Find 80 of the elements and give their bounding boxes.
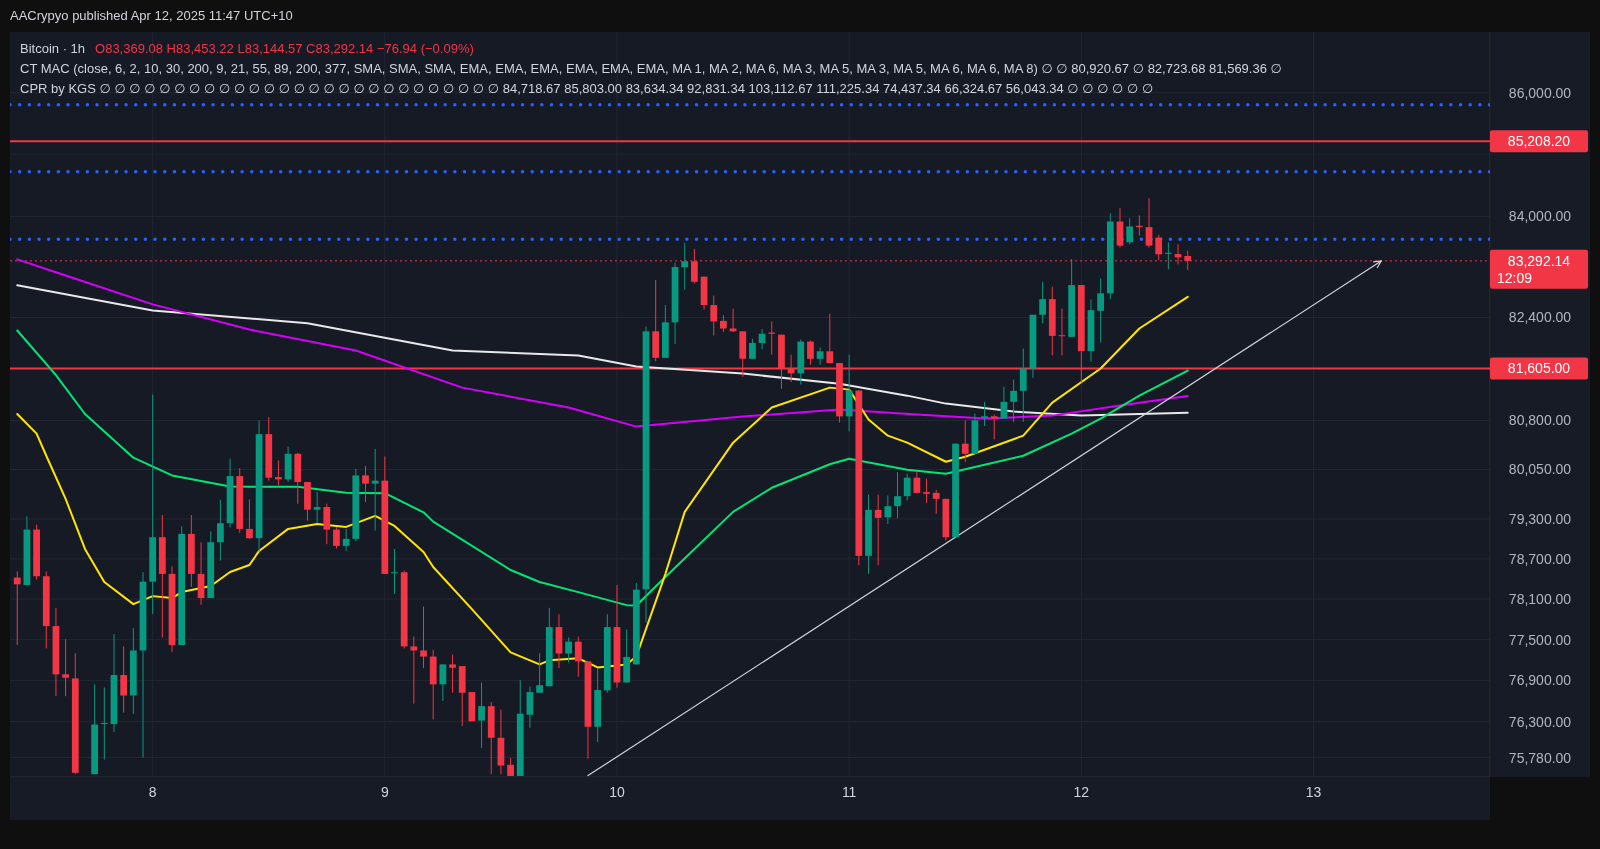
text: 12:09 bbox=[1497, 269, 1533, 286]
annotation: CT MAC (close, 6, 2, 10, 30, 200, 9, 21, 55, 89, 200, 377, SMA, SMA, SMA, EMA, EMA, EMA, EMA, EMA, EMA, MA 1, MA 2, MA 6, MA 3, MA 5, MA 3, MA 5, MA 6, MA 6, MA 8) ∅ ∅ 80,920.67 ∅ 82,723.68 81,569.36 ∅ bbox=[20, 61, 1282, 76]
y-tick-label: 79,300.00 bbox=[1508, 510, 1572, 527]
candlestick bbox=[1097, 277, 1105, 344]
candlestick bbox=[410, 636, 418, 705]
candlestick bbox=[13, 571, 21, 646]
candlestick bbox=[981, 401, 988, 427]
candlestick bbox=[894, 471, 901, 519]
y-tick-label: 86,000.00 bbox=[1508, 84, 1572, 101]
candlestick bbox=[1000, 386, 1008, 420]
text: Bitcoin · 1h bbox=[20, 41, 86, 56]
candlestick bbox=[1019, 348, 1027, 423]
candlestick bbox=[749, 338, 756, 360]
candlestick bbox=[478, 682, 485, 749]
candlestick bbox=[1155, 234, 1163, 261]
y-tick-label: 77,500.00 bbox=[1508, 631, 1572, 648]
x-tick-label: 9 bbox=[380, 784, 389, 800]
candlestick bbox=[565, 637, 573, 663]
y-tick-label: 80,800.00 bbox=[1508, 412, 1572, 429]
y-tick-label: 80,050.00 bbox=[1508, 461, 1572, 478]
candlestick bbox=[439, 663, 447, 702]
ref-line-label: 83,292.14 bbox=[1507, 252, 1571, 269]
candlestick bbox=[574, 636, 582, 678]
y-tick-label: 75,780.00 bbox=[1508, 749, 1572, 766]
candlestick bbox=[826, 313, 834, 364]
text: AACrypyo published Apr 12, 2025 11:47 UTC+10 bbox=[10, 8, 293, 23]
x-tick-label: 10 bbox=[609, 784, 625, 800]
line-series bbox=[16, 329, 1189, 607]
annotation: CPR by KGS ∅ ∅ ∅ ∅ ∅ ∅ ∅ ∅ ∅ ∅ ∅ ∅ ∅ ∅ ∅ ∅ ∅ ∅ ∅ ∅ ∅ ∅ ∅ ∅ ∅ ∅ ∅ 84,718.67 85,803.00 83,634.34 92,831.34 103,112.67 111,225.34 74,437.34 66,324.67 56,043.34 ∅ ∅ ∅ ∅ ∅ ∅ bbox=[20, 81, 1154, 96]
candlestick bbox=[313, 491, 321, 524]
line-series bbox=[16, 258, 1189, 428]
candlestick bbox=[913, 470, 921, 495]
candlestick bbox=[342, 528, 350, 552]
candlestick bbox=[874, 494, 882, 566]
candlestick bbox=[323, 503, 331, 545]
candlestick bbox=[391, 548, 398, 595]
x-tick-label: 12 bbox=[1073, 784, 1090, 800]
text: O83,369.08 H83,453.22 L83,144.57 C83,292.14 −76.94 (−0.09%) bbox=[95, 41, 474, 56]
line-series bbox=[16, 284, 1189, 417]
candlestick bbox=[62, 638, 70, 697]
y-tick-label: 84,000.00 bbox=[1508, 208, 1572, 225]
candlestick bbox=[710, 295, 718, 336]
ref-line-label: 81,605.00 bbox=[1507, 360, 1571, 377]
candlestick bbox=[1039, 281, 1046, 324]
candlestick bbox=[333, 526, 340, 550]
candlestick bbox=[100, 686, 108, 761]
candlestick bbox=[1126, 217, 1134, 245]
candlestick bbox=[932, 489, 940, 515]
candlestick bbox=[217, 499, 224, 562]
candlestick bbox=[449, 654, 456, 694]
candlestick bbox=[420, 605, 427, 669]
candlestick bbox=[1010, 379, 1017, 423]
candlestick bbox=[536, 652, 543, 694]
candlestick bbox=[246, 498, 253, 540]
y-tick-label: 76,900.00 bbox=[1508, 672, 1572, 689]
y-tick-label: 78,700.00 bbox=[1508, 550, 1572, 567]
candlestick bbox=[362, 465, 369, 503]
candlestick bbox=[681, 242, 689, 291]
candlestick bbox=[1145, 197, 1153, 249]
y-tick-label: 78,100.00 bbox=[1508, 591, 1572, 608]
x-tick-label: 13 bbox=[1305, 784, 1322, 800]
candlestick bbox=[526, 686, 534, 729]
candlestick bbox=[816, 347, 824, 366]
y-tick-label: 76,300.00 bbox=[1508, 713, 1572, 730]
line-series bbox=[16, 295, 1189, 669]
candlestick bbox=[961, 419, 969, 463]
y-tick-label: 82,400.00 bbox=[1508, 309, 1572, 326]
candlestick bbox=[1164, 241, 1172, 270]
candlestick bbox=[729, 308, 737, 333]
candlestick bbox=[903, 473, 911, 502]
x-tick-label: 11 bbox=[841, 784, 857, 800]
candlestick bbox=[507, 757, 514, 777]
candlestick bbox=[990, 414, 998, 440]
candlestick bbox=[807, 339, 814, 366]
candlestick bbox=[371, 448, 379, 532]
candlestick bbox=[884, 494, 892, 525]
ref-line-label: 85,208.20 bbox=[1507, 133, 1571, 150]
candlestick bbox=[120, 645, 128, 714]
x-tick-label: 8 bbox=[148, 784, 157, 800]
candlestick bbox=[923, 478, 930, 504]
